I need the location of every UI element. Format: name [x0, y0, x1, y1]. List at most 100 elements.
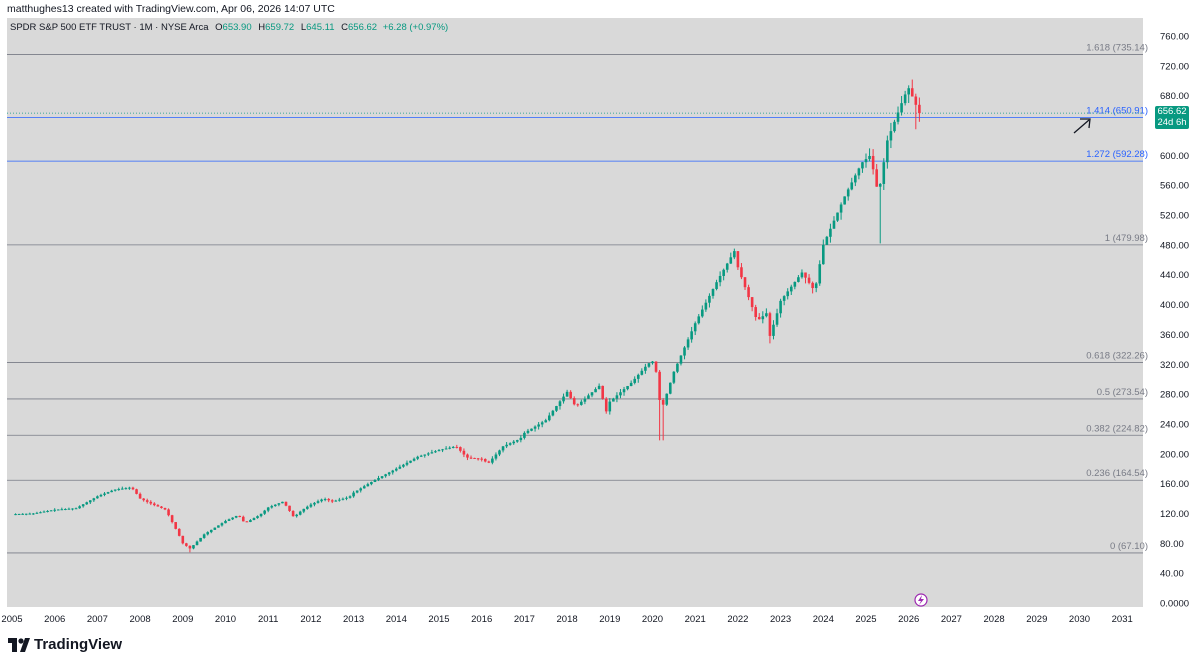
y-tick-400.00: 400.00: [1160, 300, 1189, 311]
tradingview-brand[interactable]: TradingView: [8, 636, 122, 653]
candle: [839, 202, 843, 220]
candle-body: [693, 323, 697, 332]
candle-body: [800, 272, 804, 278]
candle-body: [676, 363, 679, 372]
candle: [71, 508, 74, 511]
candle: [39, 511, 42, 514]
candle: [177, 528, 181, 537]
candle: [800, 269, 804, 279]
candle: [217, 525, 220, 528]
candle: [836, 212, 839, 222]
candle-body: [113, 489, 117, 491]
candle: [124, 487, 128, 490]
candle-body: [530, 428, 533, 431]
candle: [387, 471, 391, 477]
candle-body: [594, 389, 597, 393]
candle: [562, 393, 565, 404]
arrow-annotation[interactable]: [1073, 118, 1091, 134]
candle: [313, 502, 316, 507]
candle: [668, 382, 672, 395]
candle-body: [49, 510, 53, 512]
candle: [704, 299, 708, 312]
candle-body: [395, 468, 398, 471]
y-tick-0.0000: 0.0000: [1160, 599, 1189, 610]
candle-body: [519, 437, 523, 441]
last-price-tag[interactable]: 656.62 24d 6h: [1155, 106, 1189, 129]
candle: [757, 313, 761, 320]
x-tick-2014: 2014: [386, 614, 407, 625]
candle-body: [804, 272, 807, 278]
candle: [17, 513, 21, 515]
candle-body: [508, 443, 512, 445]
candle: [32, 513, 35, 515]
candle: [53, 508, 56, 512]
candle-body: [918, 104, 921, 114]
candle-body: [722, 269, 725, 276]
candle: [697, 313, 701, 325]
candle-body: [455, 446, 459, 448]
low-label: L: [300, 22, 307, 33]
x-tick-2009: 2009: [172, 614, 193, 625]
candle-body: [42, 511, 46, 513]
candle-body: [398, 466, 402, 469]
candle: [587, 393, 590, 399]
candle-body: [459, 447, 462, 451]
candle-body: [128, 487, 131, 489]
candle-body: [153, 503, 156, 506]
candle-body: [768, 313, 772, 336]
candle-body: [814, 283, 818, 289]
candle: [384, 473, 387, 478]
candle: [110, 489, 113, 493]
candle-body: [861, 162, 864, 169]
candle: [21, 513, 24, 515]
candle: [128, 486, 131, 490]
y-tick-560.00: 560.00: [1160, 181, 1189, 192]
candle: [330, 499, 334, 504]
candle: [583, 396, 587, 405]
candle-body: [430, 452, 434, 454]
candle: [270, 504, 274, 509]
candle-body: [604, 398, 608, 412]
y-tick-320.00: 320.00: [1160, 360, 1189, 371]
candle-body: [284, 501, 288, 506]
candle: [352, 490, 355, 498]
candle: [629, 380, 633, 387]
candle-body: [868, 155, 871, 160]
candle-body: [818, 264, 822, 284]
symbol-legend[interactable]: SPDR S&P 500 ETF TRUST · 1M · NYSE Arca …: [10, 22, 448, 33]
candle: [576, 403, 580, 407]
candle: [380, 476, 384, 479]
candle-body: [320, 499, 323, 502]
candle-body: [434, 451, 437, 453]
candle-body: [462, 450, 466, 455]
change-value: +6.28 (+0.97%): [382, 22, 449, 33]
candle: [654, 361, 658, 373]
candle-body: [199, 537, 202, 542]
candle-body: [427, 453, 430, 455]
candle: [733, 248, 736, 260]
candle-body: [231, 517, 234, 520]
candle-body: [188, 545, 192, 549]
candle: [540, 420, 544, 428]
candle-body: [266, 507, 270, 511]
x-tick-2015: 2015: [428, 614, 449, 625]
candle: [715, 279, 718, 291]
candle-body: [270, 506, 274, 508]
candle: [622, 386, 626, 396]
candle-body: [341, 498, 345, 500]
candle-body: [391, 470, 395, 473]
y-tick-720.00: 720.00: [1160, 61, 1189, 72]
x-axis[interactable]: 2005 2006 2007 2008 2009 2010 2011 2012 2013 2014…: [1, 614, 1132, 625]
candle-body: [736, 251, 740, 268]
candle: [718, 271, 722, 287]
candle-body: [131, 487, 135, 490]
candle: [814, 282, 818, 293]
lightning-icon[interactable]: [914, 593, 928, 607]
candle-body: [412, 458, 416, 461]
candle-body: [21, 513, 24, 515]
close-value: 656.62: [348, 22, 378, 33]
candle: [185, 542, 188, 547]
plot-area[interactable]: [7, 18, 1143, 607]
y-tick-200.00: 200.00: [1160, 449, 1189, 460]
